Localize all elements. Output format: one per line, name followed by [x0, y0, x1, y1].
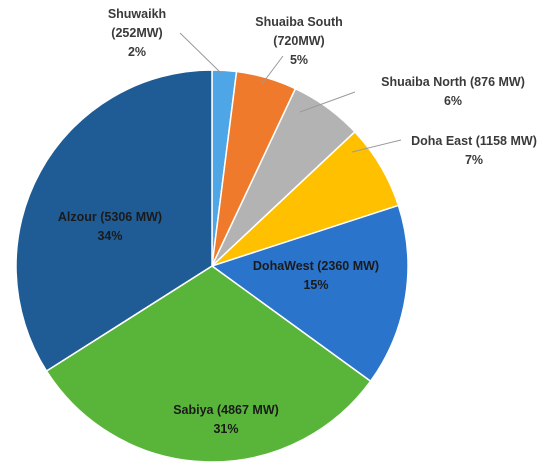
slice-label-alzour: Alzour (5306 MW) [58, 210, 162, 224]
slice-percent-sabiya: 31% [213, 422, 238, 436]
slice-capacity-shuaiba-south: (720MW) [273, 34, 324, 48]
slice-percent-dohawest: 15% [303, 278, 328, 292]
leader-line-shuwaikh [179, 32, 222, 74]
slice-label-shuwaikh: Shuwaikh [108, 7, 166, 21]
slice-percent-shuaiba-north: 6% [444, 94, 462, 108]
leader-line-shuaiba-south [261, 55, 284, 85]
leader-lines [179, 32, 402, 153]
slice-capacity-shuwaikh: (252MW) [111, 26, 162, 40]
slice-percent-shuaiba-south: 5% [290, 53, 308, 67]
leader-line-doha-east [351, 139, 402, 153]
slice-percent-alzour: 34% [97, 229, 122, 243]
slice-percent-doha-east: 7% [465, 153, 483, 167]
pie-slice-alzour [15, 69, 213, 373]
slice-label-shuaiba-north: Shuaiba North (876 MW) [381, 75, 525, 89]
leader-line-shuaiba-north [299, 91, 356, 113]
slice-label-sabiya: Sabiya (4867 MW) [173, 403, 279, 417]
pie-slices [15, 69, 409, 463]
slice-labels: Shuwaikh (252MW) 2% Shuaiba South (720MW) 5% S… [58, 7, 537, 436]
slice-percent-shuwaikh: 2% [128, 45, 146, 59]
slice-label-dohawest: DohaWest (2360 MW) [253, 259, 379, 273]
pie-slice-sabiya [45, 265, 372, 463]
slice-label-doha-east: Doha East (1158 MW) [411, 134, 537, 148]
pie-slice-dohawest [210, 204, 409, 383]
slice-label-shuaiba-south: Shuaiba South [255, 15, 343, 29]
